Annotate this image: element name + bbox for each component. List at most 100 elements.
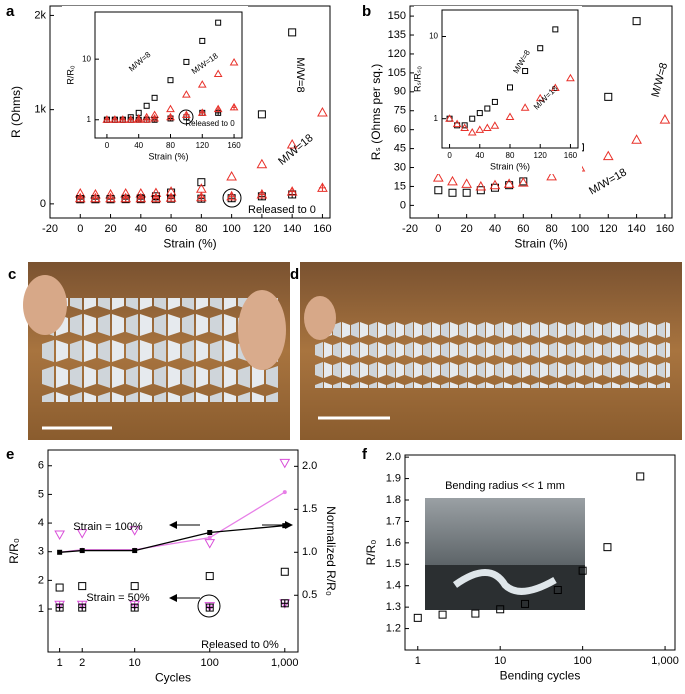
data-point xyxy=(566,73,575,82)
data-point xyxy=(215,19,222,26)
data-point xyxy=(205,572,214,581)
data-point xyxy=(553,586,562,594)
data-point xyxy=(280,567,289,576)
x-tick-label: 2 xyxy=(79,657,85,669)
data-point xyxy=(552,26,559,33)
y-tick-label: 2 xyxy=(38,574,44,586)
data-point xyxy=(476,110,483,117)
data-point xyxy=(471,609,480,618)
y-tick-label: 90 xyxy=(394,86,406,98)
data-point xyxy=(286,138,298,149)
data-point xyxy=(537,45,544,52)
y-tick-label: 10 xyxy=(429,32,438,41)
hand xyxy=(23,275,67,335)
x-tick-label: 1,000 xyxy=(271,657,299,669)
kirigami-sheet xyxy=(314,318,670,388)
annotation: M/W=18 xyxy=(587,166,629,197)
data-point xyxy=(257,110,266,119)
x-axis-label: Strain (%) xyxy=(148,152,188,162)
data-point xyxy=(475,125,485,133)
data-point xyxy=(317,182,328,192)
y-tick-label: 30 xyxy=(394,161,406,173)
data-point xyxy=(129,526,141,536)
hand xyxy=(238,290,286,370)
data-point xyxy=(197,80,207,88)
data-point xyxy=(482,123,492,132)
inset-photo xyxy=(425,498,585,610)
x-tick-label: 60 xyxy=(517,223,529,235)
data-point xyxy=(165,192,177,202)
x-tick-label: 0 xyxy=(105,141,110,150)
data-point xyxy=(78,582,87,591)
y-axis-label: R/R₀ xyxy=(7,538,21,564)
data-point xyxy=(150,113,159,122)
y-axis-label: R/R₀ xyxy=(65,65,75,84)
data-point xyxy=(632,17,641,26)
y2-tick-label: 1.0 xyxy=(302,546,317,558)
x-tick-label: 120 xyxy=(196,141,210,150)
data-point xyxy=(150,192,162,203)
data-point xyxy=(134,115,144,123)
data-point xyxy=(90,192,101,203)
x-tick-label: 80 xyxy=(506,151,515,160)
data-point xyxy=(505,112,515,120)
data-point xyxy=(76,529,88,539)
x-tick-label: 40 xyxy=(475,151,484,160)
annotation: M/W=8 xyxy=(294,57,306,92)
data-point xyxy=(204,539,216,549)
y2-tick-label: 0.5 xyxy=(302,589,317,601)
x-axis-label: Cycles xyxy=(155,671,191,685)
y-tick-label: 1 xyxy=(38,603,44,615)
data-point xyxy=(120,192,132,203)
data-point xyxy=(603,543,612,552)
data-point xyxy=(126,115,136,123)
y-tick-label: 5 xyxy=(38,488,44,500)
data-point xyxy=(413,613,422,622)
data-point xyxy=(448,188,457,197)
panel-label: e xyxy=(6,446,14,463)
data-point xyxy=(469,115,476,122)
y-tick-label: 1.3 xyxy=(386,601,401,613)
data-point xyxy=(143,102,150,109)
data-point xyxy=(460,123,470,132)
data-point xyxy=(226,190,237,201)
y2-tick-label: 1.5 xyxy=(302,503,317,515)
x-axis-label: Strain (%) xyxy=(514,237,567,251)
annotation: M/W=18 xyxy=(276,132,315,168)
data-point xyxy=(166,104,175,113)
x-tick-label: 100 xyxy=(573,655,591,667)
x-tick-label: 80 xyxy=(195,223,207,235)
annotation: Strain = 50% xyxy=(86,592,150,604)
y-tick-label: 1 xyxy=(87,115,92,124)
data-point xyxy=(199,37,206,44)
data-point xyxy=(130,582,139,591)
data-point xyxy=(197,178,206,187)
y-tick-label: 15 xyxy=(394,180,406,192)
y-tick-label: 60 xyxy=(394,124,406,136)
data-point xyxy=(197,108,207,116)
y-tick-label: 2.0 xyxy=(386,451,401,463)
data-point xyxy=(229,58,239,66)
data-point xyxy=(74,192,86,203)
y-tick-label: 120 xyxy=(388,48,406,60)
y-tick-label: 0 xyxy=(40,198,46,210)
panel-label: d xyxy=(290,266,299,283)
y-axis-label: Rₛ/Rₛ₀ xyxy=(412,66,422,92)
data-point xyxy=(535,93,545,102)
annotation: Released to 0% xyxy=(201,639,279,651)
data-point xyxy=(462,188,471,197)
data-point xyxy=(659,114,671,124)
y2-tick-label: 2.0 xyxy=(302,460,317,472)
y-tick-label: 4 xyxy=(38,517,44,529)
annotation: Strain = 100% xyxy=(73,521,143,533)
x-tick-label: 160 xyxy=(564,151,578,160)
y-tick-label: 1.8 xyxy=(386,494,401,506)
x-tick-label: 10 xyxy=(494,655,506,667)
inset-background xyxy=(62,6,248,168)
y-tick-label: 1 xyxy=(434,114,439,123)
x-tick-label: 1,000 xyxy=(651,655,679,667)
photo-c xyxy=(23,262,290,440)
x-tick-label: 20 xyxy=(104,223,116,235)
panel-label: a xyxy=(6,3,15,20)
x-tick-label: 1 xyxy=(57,657,63,669)
